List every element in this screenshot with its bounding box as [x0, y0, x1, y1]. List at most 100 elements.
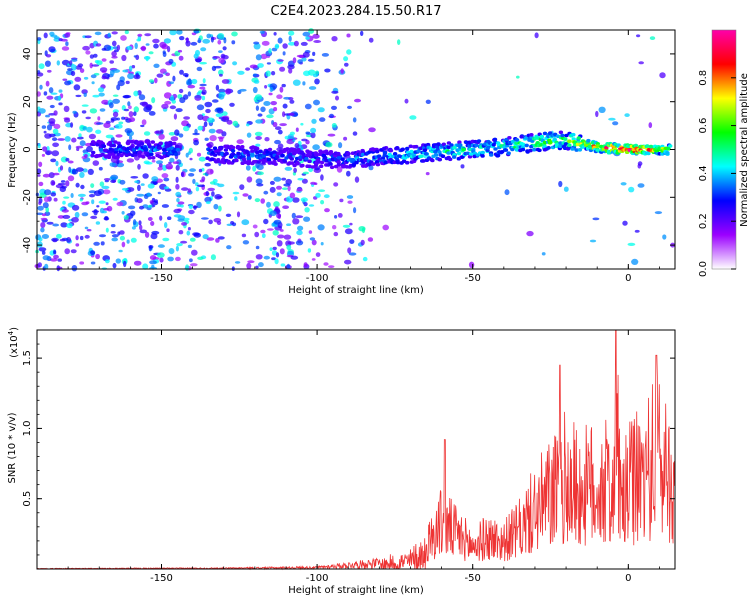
spectrogram-cell	[307, 58, 315, 62]
spectrogram-cell	[174, 129, 180, 136]
spectrogram-cell	[51, 150, 60, 157]
spectrogram-cell	[121, 241, 126, 248]
spectrogram-cell	[217, 40, 222, 45]
spectrogram-ridge-cell	[537, 148, 542, 153]
spectrogram-cell	[126, 239, 130, 244]
spectrogram-ridge-cell	[422, 148, 428, 153]
spectrogram-cell	[214, 194, 222, 200]
colorbar-tick-label: 0.0	[698, 261, 709, 277]
spectrogram-cell	[96, 122, 104, 125]
spectrogram-ridge-cell	[375, 149, 380, 154]
spectrogram-ridge-cell	[329, 165, 335, 170]
spectrogram-cell	[168, 248, 175, 255]
spectrogram-cell	[68, 166, 72, 173]
spectrogram-ridge-cell	[564, 133, 569, 138]
spectrogram-cell	[63, 196, 70, 199]
spectrogram-cell	[215, 238, 220, 243]
spectrogram-cell	[141, 101, 149, 108]
spectrogram-cell	[265, 70, 271, 77]
y-tick-label: -20	[22, 189, 33, 205]
spectrogram-cell	[281, 187, 289, 190]
spectrogram-ridge-cell	[299, 164, 304, 168]
spectrogram-cell	[142, 173, 149, 179]
spectrogram-cell	[211, 65, 217, 72]
spectrogram-cell	[231, 40, 236, 45]
spectrogram-cell	[241, 219, 250, 226]
spectrogram-cell	[77, 193, 86, 197]
spectrogram-ridge-cell	[529, 144, 534, 149]
spectrogram-cell	[111, 55, 118, 59]
spectrogram-cell	[38, 181, 44, 187]
spectrogram-cell	[300, 122, 304, 126]
spectrogram-ridge-cell	[90, 153, 95, 158]
spectrogram-cell	[360, 239, 365, 246]
spectrogram-cell	[89, 194, 95, 198]
spectrogram-cell	[139, 229, 147, 234]
spectrogram-cell	[301, 57, 307, 62]
spectrogram-cell	[255, 254, 263, 260]
x-tick-label: -50	[465, 573, 481, 584]
spectrogram-cell	[101, 75, 107, 80]
spectrogram-cell	[612, 121, 619, 126]
spectrogram-cell	[111, 31, 118, 35]
spectrogram-cell	[71, 217, 79, 223]
spectrogram-cell	[288, 30, 295, 36]
spectrogram-cell	[145, 43, 150, 46]
spectrogram-cell	[287, 133, 294, 140]
spectrogram-cell	[89, 54, 94, 59]
spectrogram-cell	[98, 92, 105, 97]
spectrogram-cell	[202, 38, 211, 44]
spectrogram-cell	[311, 258, 316, 261]
spectrogram-cell	[83, 92, 87, 98]
spectrogram-cell	[297, 225, 304, 231]
spectrogram-cell	[246, 132, 252, 138]
spectrogram-ridge-cell	[157, 146, 163, 150]
spectrogram-cell	[271, 71, 276, 76]
spectrogram-cell	[349, 239, 355, 245]
spectrogram-cell	[42, 173, 51, 178]
spectrogram-cell	[149, 260, 157, 265]
spectrogram-ridge-cell	[150, 140, 155, 144]
spectrogram-cell	[216, 107, 224, 114]
snr-y-axis-title: SNR (10 * v/v)	[7, 412, 18, 483]
spectrogram-ridge-cell	[606, 150, 612, 155]
spectrogram-cell	[249, 64, 258, 69]
spectrogram-ridge-cell	[288, 152, 293, 157]
spectrogram-ridge-cell	[305, 153, 310, 157]
spectrogram-cell	[273, 201, 280, 208]
spectrogram-cell	[255, 265, 259, 269]
spectrogram-ridge-cell	[241, 154, 246, 159]
spectrogram-cell	[57, 258, 62, 262]
spectrogram-cell	[295, 127, 299, 132]
spectrogram-cell	[274, 139, 281, 145]
spectrogram-cell	[38, 63, 45, 70]
spectrogram-cell	[123, 108, 130, 112]
spectrogram-ridge-cell	[235, 145, 241, 150]
spectrogram-ridge-cell	[542, 131, 548, 136]
spectrogram-cell	[255, 105, 259, 111]
spectrogram-cell	[148, 111, 156, 116]
spectrogram-ridge-cell	[149, 152, 154, 157]
spectrogram-cell	[48, 46, 56, 53]
snr-panel: -150 -100 -50 0 0.5 1.0 1.5 Height of straigh…	[7, 327, 676, 596]
spectrogram-cell	[296, 54, 304, 58]
spectrogram-cell	[75, 94, 82, 98]
spectrogram-cell	[302, 31, 311, 37]
spectrogram-ridge-cell	[433, 153, 439, 157]
spectrogram-noise-layer	[34, 28, 675, 272]
spectrogram-cell	[252, 73, 258, 77]
spectrogram-cell	[168, 58, 174, 64]
spectrogram-cell	[213, 203, 219, 210]
spectrogram-cell	[659, 72, 666, 79]
spectrogram-cell	[282, 205, 289, 209]
spectrogram-cell	[344, 62, 349, 67]
spectrogram-cell	[186, 230, 191, 236]
spectrogram-cell	[188, 204, 193, 209]
spectrogram-cell	[123, 94, 132, 99]
spectrogram-cell	[292, 79, 301, 86]
spectrogram-cell	[340, 68, 344, 74]
spectrogram-cell	[197, 125, 204, 131]
spectrogram-cell	[276, 213, 282, 219]
spectrogram-cell	[204, 101, 213, 108]
spectrogram-cell	[177, 201, 185, 205]
